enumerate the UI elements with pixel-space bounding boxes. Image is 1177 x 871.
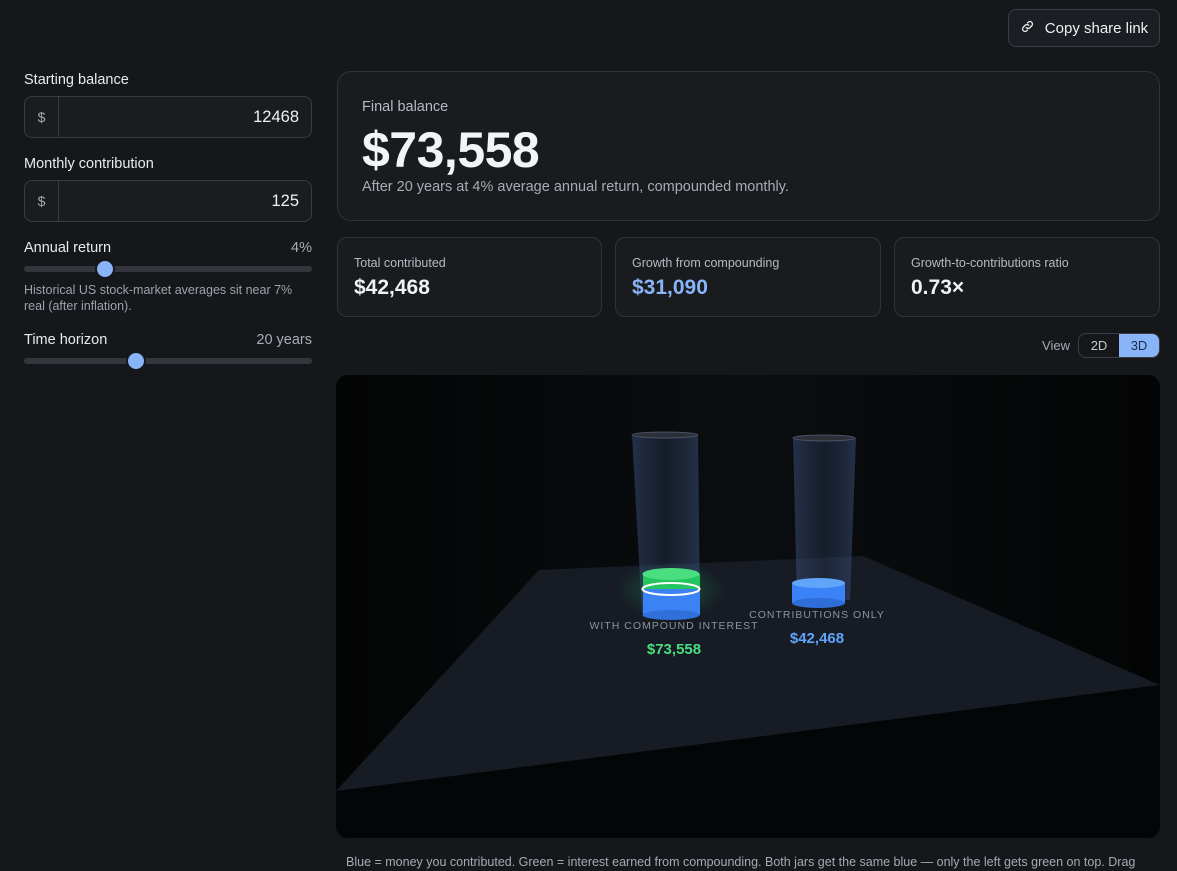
stat-label: Growth from compounding [632, 256, 780, 270]
monthly-contribution-field: $ [24, 180, 312, 222]
starting-balance-field: $ [24, 96, 312, 138]
view-toggle-group: 2D 3D [1078, 333, 1160, 358]
dollar-prefix: $ [25, 97, 59, 137]
time-horizon-slider[interactable] [24, 353, 312, 369]
annual-return-slider[interactable] [24, 261, 312, 277]
final-balance-subtitle: After 20 years at 4% average annual retu… [362, 179, 789, 195]
time-horizon-label: Time horizon [24, 332, 108, 348]
annual-return-label: Annual return [24, 240, 112, 256]
contributions-jar [792, 434, 856, 608]
scene-floor-shadow [336, 685, 1160, 838]
inputs-sidebar: Starting balance $ Monthly contribution … [24, 72, 312, 369]
stat-label: Growth-to-contributions ratio [911, 256, 1069, 270]
chart-caption: Blue = money you contributed. Green = in… [346, 855, 1136, 869]
time-horizon-header: Time horizon 20 years [24, 332, 312, 348]
dollar-prefix: $ [25, 181, 59, 221]
stat-value: 0.73× [911, 276, 965, 299]
annual-return-header: Annual return 4% [24, 240, 312, 256]
annual-return-hint: Historical US stock-market averages sit … [24, 283, 293, 313]
stat-label: Total contributed [354, 256, 446, 270]
jar-3d-scene[interactable]: WITH COMPOUND INTEREST $73,558 CONTRIBUT… [336, 375, 1160, 838]
stat-growth-ratio: Growth-to-contributions ratio 0.73× [894, 237, 1160, 317]
compound-jar [616, 431, 726, 620]
time-horizon-slider-thumb[interactable] [128, 353, 145, 369]
link-icon [1020, 19, 1035, 38]
starting-balance-label: Starting balance [24, 72, 129, 88]
stat-value: $42,468 [354, 276, 430, 299]
compound-jar-label: WITH COMPOUND INTEREST [589, 620, 759, 632]
contributions-jar-label: CONTRIBUTIONS ONLY [749, 609, 885, 621]
contributions-jar-value: $42,468 [789, 630, 845, 647]
compound-jar-value: $73,558 [646, 641, 702, 658]
final-balance-label: Final balance [362, 99, 449, 115]
final-balance-card: Final balance $73,558 After 20 years at … [337, 71, 1160, 221]
stat-growth-from-compounding: Growth from compounding $31,090 [615, 237, 881, 317]
annual-return-slider-thumb[interactable] [96, 261, 113, 277]
view-label: View [1042, 338, 1070, 353]
scene-canvas [336, 375, 1160, 838]
view-3d-button[interactable]: 3D [1119, 334, 1159, 357]
stat-value: $31,090 [632, 276, 708, 299]
starting-balance-input[interactable] [59, 97, 311, 137]
monthly-contribution-input[interactable] [59, 181, 311, 221]
time-horizon-value: 20 years [256, 332, 312, 348]
share-label: Copy share link [1044, 19, 1149, 37]
copy-share-link-button[interactable]: Copy share link [1008, 9, 1160, 47]
stat-total-contributed: Total contributed $42,468 [337, 237, 602, 317]
view-2d-button[interactable]: 2D [1090, 338, 1108, 353]
final-balance-value: $73,558 [362, 122, 540, 178]
annual-return-value: 4% [291, 240, 312, 256]
view-toggle: View 2D 3D [1042, 333, 1160, 358]
monthly-contribution-label: Monthly contribution [24, 156, 154, 172]
